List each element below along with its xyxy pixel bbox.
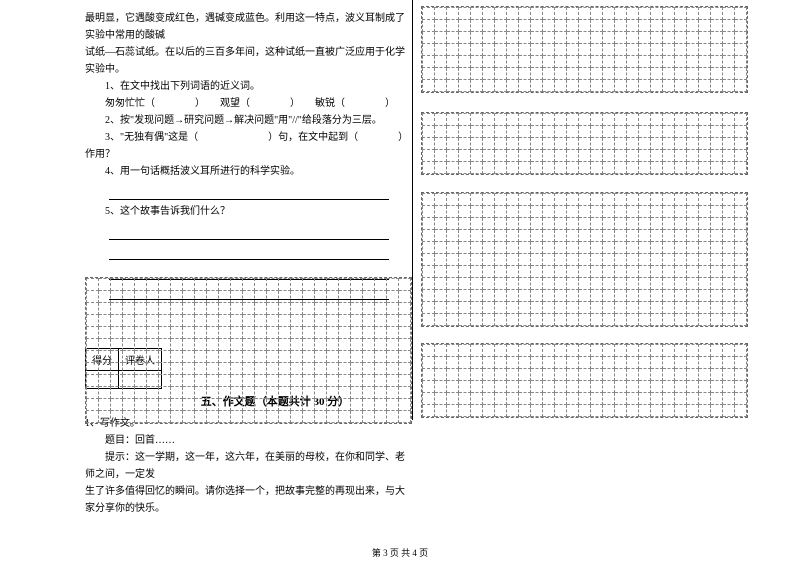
writing-grid <box>85 277 412 424</box>
column-divider <box>412 0 413 420</box>
answer-line <box>109 224 389 240</box>
writing-grid <box>421 6 748 93</box>
answer-line <box>109 184 389 200</box>
question-1-items: 匆匆忙忙（ ） 观望（ ） 敏锐（ ） <box>85 95 405 112</box>
essay-hint-2: 生了许多值得回忆的瞬间。请你选择一个，把故事完整的再现出来，与大家分享你的快乐。 <box>85 483 405 517</box>
passage-line1: 最明显，它遇酸变成红色，遇碱变成蓝色。利用这一特点，波义耳制成了实验中常用的酸碱 <box>85 10 405 44</box>
question-1: 1、在文中找出下列词语的近义词。 <box>85 78 405 95</box>
question-4: 4、用一句话概括波义耳所进行的科学实验。 <box>85 163 405 180</box>
left-column: 最明显，它遇酸变成红色，遇碱变成蓝色。利用这一特点，波义耳制成了实验中常用的酸碱… <box>85 10 405 517</box>
question-3: 3、"无独有偶"这是（ ）句，在文中起到（ ）作用？ <box>85 129 405 163</box>
essay-topic: 题目：回首…… <box>85 432 405 449</box>
writing-grid <box>421 192 748 327</box>
essay-hint-1: 提示：这一学期，这一年，这六年，在美丽的母校，在你和同学、老师之间，一定发 <box>85 449 405 483</box>
passage-line2: 试纸—石蕊试纸。在以后的三百多年间，这种试纸一直被广泛应用于化学实验中。 <box>85 44 405 78</box>
question-2: 2、按"发现问题→研究问题→解决问题"用"//"给段落分为三层。 <box>85 112 405 129</box>
writing-grid <box>421 112 748 175</box>
writing-grid <box>421 343 748 418</box>
page-footer: 第 3 页 共 4 页 <box>0 546 800 559</box>
answer-line <box>109 244 389 260</box>
question-5: 5、这个故事告诉我们什么？ <box>85 203 405 220</box>
